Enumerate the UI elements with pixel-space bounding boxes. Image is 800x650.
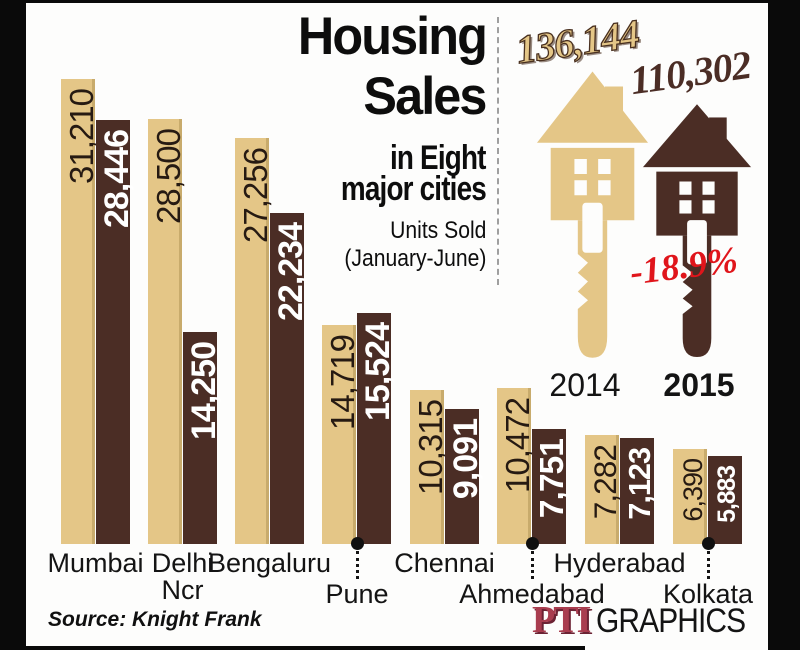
- bar-2014-mumbai: [61, 79, 95, 544]
- leader-dot-ahmedabad: [525, 537, 539, 550]
- title-line-2: Sales: [363, 67, 488, 126]
- bar-2014-hyderabad: [585, 435, 619, 544]
- bar-value-label-2014-bengaluru: 27,256: [237, 148, 275, 243]
- leader-dot-kolkata: [701, 537, 715, 550]
- bar-value-label-2014-ahmedabad: 10,472: [499, 398, 537, 493]
- pti-logo: PTI: [532, 599, 591, 641]
- bar-2015-hyderabad: [620, 438, 654, 544]
- bar-2014-chennai: [410, 390, 444, 544]
- bar-value-label-2014-mumbai: 31,210: [63, 89, 101, 184]
- title-line-1: Housing: [297, 7, 488, 66]
- bar-value-label-2015-pune: 15,524: [359, 323, 398, 421]
- bar-value-label-2015-mumbai: 28,446: [98, 130, 137, 228]
- leader-line-ahmedabad: [530, 551, 534, 579]
- bar-2014-bengaluru: [235, 138, 269, 544]
- bar-2015-bengaluru: [270, 213, 304, 544]
- bar-value-label-2015-hyderabad: 7,123: [623, 448, 658, 520]
- bar-value-label-2014-chennai: 10,315: [412, 400, 450, 495]
- city-label-chennai: Chennai: [394, 548, 495, 578]
- leader-line-pune: [355, 551, 359, 579]
- house-key-2014-icon: [536, 71, 649, 358]
- bar-2014-pune: [322, 325, 356, 544]
- subtitle-line-1: in Eight: [390, 139, 486, 177]
- bar-2014-ahmedabad: [497, 388, 531, 544]
- bar-value-label-2015-bengaluru: 22,234: [272, 223, 311, 321]
- bar-value-label-2014-hyderabad: 7,282: [586, 445, 623, 520]
- house-key-2015-icon: [642, 104, 752, 358]
- subtitle-line-2: major cities: [340, 170, 487, 208]
- bar-value-label-2015-delhi-ncr: 14,250: [185, 342, 224, 440]
- bar-value-label-2015-ahmedabad: 7,751: [534, 439, 572, 519]
- city-label-kolkata: Kolkata: [662, 579, 754, 609]
- legend-2014: 2014: [549, 367, 621, 403]
- bar-value-label-2015-chennai: 9,091: [447, 419, 486, 500]
- title-block: Housing Sales in Eight major cities Unit…: [288, 7, 488, 273]
- bar-value-label-2014-kolkata: 6,390: [677, 459, 708, 522]
- bar-2015-chennai: [445, 409, 479, 544]
- bar-2015-pune: [357, 313, 391, 544]
- bar-value-label-2015-kolkata: 5,883: [713, 466, 741, 523]
- city-label-mumbai: Mumbai: [47, 548, 144, 578]
- city-label-hyderabad: Hyderabad: [553, 548, 686, 578]
- bar-2015-mumbai: [96, 120, 130, 544]
- bar-value-label-2014-delhi-ncr: 28,500: [150, 129, 188, 224]
- bar-2014-delhi-ncr: [148, 119, 182, 544]
- bar-2015-kolkata: [708, 456, 742, 544]
- city-label-delhi-ncr: Delhi Ncr: [151, 548, 214, 605]
- city-label-pune: Pune: [325, 579, 389, 609]
- graphics-wordmark: GRAPHICS: [596, 602, 746, 640]
- agency-footer: PTI GRAPHICS: [532, 601, 766, 639]
- total-2014-value: 136,144: [513, 10, 642, 73]
- unit-note-line-2: (January-June): [343, 245, 486, 272]
- city-label-bengaluru: Bengaluru: [207, 548, 332, 578]
- footer-notch: [585, 646, 768, 650]
- bar-value-label-2014-pune: 14,719: [324, 335, 362, 430]
- city-label-ahmedabad: Ahmedabad: [459, 579, 605, 609]
- chart-panel: Housing Sales in Eight major cities Unit…: [26, 3, 768, 646]
- leader-line-kolkata: [706, 551, 710, 579]
- bar-2015-delhi-ncr: [183, 332, 217, 544]
- dashed-divider: [497, 17, 499, 285]
- bar-2015-ahmedabad: [532, 429, 566, 544]
- bar-2014-kolkata: [673, 449, 707, 544]
- legend-2015: 2015: [663, 367, 735, 403]
- leader-dot-pune: [350, 537, 364, 550]
- unit-note-line-1: Units Sold: [389, 217, 486, 244]
- source-credit: Source: Knight Frank: [48, 608, 262, 631]
